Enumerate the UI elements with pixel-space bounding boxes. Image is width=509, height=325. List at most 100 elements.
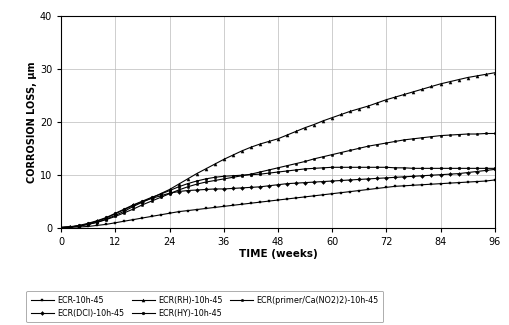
ECR(DCI)-10h-45 xyxy=(265,184,271,188)
ECR(DCI)-10h-45 xyxy=(85,222,91,226)
ECR(primer/Ca(NO2)2)-10h-45 xyxy=(85,222,91,226)
ECR(RH)-10h-45 xyxy=(157,192,163,196)
ECR(DCI)-10h-45 xyxy=(175,190,181,194)
ECR(RH)-10h-45 xyxy=(428,84,434,88)
ECR(RH)-10h-45 xyxy=(310,123,317,126)
ECR(RH)-10h-45 xyxy=(85,222,91,226)
ECR(primer/Ca(NO2)2)-10h-45 xyxy=(337,150,344,154)
ECR(DCI)-10h-45 xyxy=(355,177,361,181)
ECR(HY)-10h-45 xyxy=(337,165,344,169)
ECR(DCI)-10h-45 xyxy=(437,173,443,177)
ECR(primer/Ca(NO2)2)-10h-45 xyxy=(355,146,361,150)
ECR(RH)-10h-45 xyxy=(220,157,227,161)
ECR(HY)-10h-45 xyxy=(94,219,100,223)
ECR(HY)-10h-45 xyxy=(445,166,451,170)
ECR(RH)-10h-45 xyxy=(473,74,479,78)
ECR-10h-45 xyxy=(112,221,118,225)
ECR-10h-45 xyxy=(364,188,371,191)
ECR(HY)-10h-45 xyxy=(464,166,470,170)
ECR(primer/Ca(NO2)2)-10h-45 xyxy=(284,164,290,168)
ECR(DCI)-10h-45 xyxy=(58,226,64,229)
ECR-10h-45 xyxy=(94,224,100,228)
ECR(primer/Ca(NO2)2)-10h-45 xyxy=(310,157,317,161)
ECR-10h-45 xyxy=(103,222,109,226)
ECR-10h-45 xyxy=(76,225,82,229)
ECR-10h-45 xyxy=(193,208,200,212)
ECR(RH)-10h-45 xyxy=(76,224,82,228)
ECR(HY)-10h-45 xyxy=(428,166,434,170)
Line: ECR(primer/Ca(NO2)2)-10h-45: ECR(primer/Ca(NO2)2)-10h-45 xyxy=(60,132,495,229)
ECR(HY)-10h-45 xyxy=(265,171,271,175)
ECR(primer/Ca(NO2)2)-10h-45 xyxy=(220,177,227,181)
ECR(DCI)-10h-45 xyxy=(229,187,235,190)
ECR-10h-45 xyxy=(238,202,244,206)
ECR(primer/Ca(NO2)2)-10h-45 xyxy=(347,149,353,152)
ECR(HY)-10h-45 xyxy=(355,165,361,169)
ECR-10h-45 xyxy=(473,180,479,184)
ECR(DCI)-10h-45 xyxy=(383,176,389,180)
ECR(HY)-10h-45 xyxy=(301,167,307,171)
ECR(primer/Ca(NO2)2)-10h-45 xyxy=(175,188,181,192)
ECR(primer/Ca(NO2)2)-10h-45 xyxy=(121,211,127,215)
ECR(primer/Ca(NO2)2)-10h-45 xyxy=(383,141,389,145)
ECR(RH)-10h-45 xyxy=(67,225,73,229)
ECR(primer/Ca(NO2)2)-10h-45 xyxy=(229,176,235,179)
ECR-10h-45 xyxy=(347,190,353,194)
ECR(DCI)-10h-45 xyxy=(328,179,334,183)
ECR(primer/Ca(NO2)2)-10h-45 xyxy=(247,172,253,176)
ECR-10h-45 xyxy=(247,201,253,205)
ECR(HY)-10h-45 xyxy=(130,203,136,207)
ECR(primer/Ca(NO2)2)-10h-45 xyxy=(410,137,416,141)
ECR-10h-45 xyxy=(157,213,163,217)
ECR(DCI)-10h-45 xyxy=(337,178,344,182)
ECR(primer/Ca(NO2)2)-10h-45 xyxy=(401,138,407,142)
ECR(DCI)-10h-45 xyxy=(220,187,227,191)
ECR-10h-45 xyxy=(391,184,398,188)
ECR(DCI)-10h-45 xyxy=(238,186,244,190)
ECR(RH)-10h-45 xyxy=(464,76,470,80)
ECR-10h-45 xyxy=(337,191,344,195)
ECR(RH)-10h-45 xyxy=(455,78,461,82)
ECR-10h-45 xyxy=(257,200,263,204)
ECR(HY)-10h-45 xyxy=(473,166,479,170)
ECR(HY)-10h-45 xyxy=(455,166,461,170)
ECR(DCI)-10h-45 xyxy=(166,191,172,195)
ECR(DCI)-10h-45 xyxy=(401,175,407,179)
ECR-10h-45 xyxy=(274,198,280,202)
ECR(primer/Ca(NO2)2)-10h-45 xyxy=(211,178,217,182)
ECR(HY)-10h-45 xyxy=(166,188,172,192)
ECR(RH)-10h-45 xyxy=(401,92,407,96)
ECR(DCI)-10h-45 xyxy=(292,181,298,185)
ECR(primer/Ca(NO2)2)-10h-45 xyxy=(265,168,271,172)
ECR(DCI)-10h-45 xyxy=(418,174,425,178)
ECR(HY)-10h-45 xyxy=(157,192,163,196)
ECR(RH)-10h-45 xyxy=(139,200,145,204)
ECR(DCI)-10h-45 xyxy=(257,185,263,189)
ECR-10h-45 xyxy=(328,192,334,196)
ECR(HY)-10h-45 xyxy=(482,166,488,170)
ECR(DCI)-10h-45 xyxy=(310,180,317,184)
ECR(HY)-10h-45 xyxy=(175,185,181,189)
ECR-10h-45 xyxy=(301,195,307,199)
ECR(RH)-10h-45 xyxy=(418,87,425,91)
ECR(DCI)-10h-45 xyxy=(464,171,470,175)
ECR(primer/Ca(NO2)2)-10h-45 xyxy=(437,134,443,137)
ECR(DCI)-10h-45 xyxy=(76,224,82,228)
X-axis label: TIME (weeks): TIME (weeks) xyxy=(238,249,317,259)
ECR-10h-45 xyxy=(445,181,451,185)
ECR(DCI)-10h-45 xyxy=(482,168,488,172)
ECR(RH)-10h-45 xyxy=(284,133,290,137)
ECR(primer/Ca(NO2)2)-10h-45 xyxy=(148,199,154,203)
ECR(primer/Ca(NO2)2)-10h-45 xyxy=(58,226,64,229)
ECR(RH)-10h-45 xyxy=(301,126,307,130)
ECR(primer/Ca(NO2)2)-10h-45 xyxy=(157,195,163,199)
ECR(HY)-10h-45 xyxy=(229,174,235,178)
ECR(HY)-10h-45 xyxy=(139,199,145,203)
ECR(DCI)-10h-45 xyxy=(247,185,253,189)
ECR(RH)-10h-45 xyxy=(58,226,64,229)
ECR(primer/Ca(NO2)2)-10h-45 xyxy=(428,135,434,139)
ECR(DCI)-10h-45 xyxy=(473,170,479,174)
ECR(HY)-10h-45 xyxy=(103,215,109,219)
ECR(RH)-10h-45 xyxy=(166,188,172,191)
ECR(RH)-10h-45 xyxy=(121,209,127,213)
